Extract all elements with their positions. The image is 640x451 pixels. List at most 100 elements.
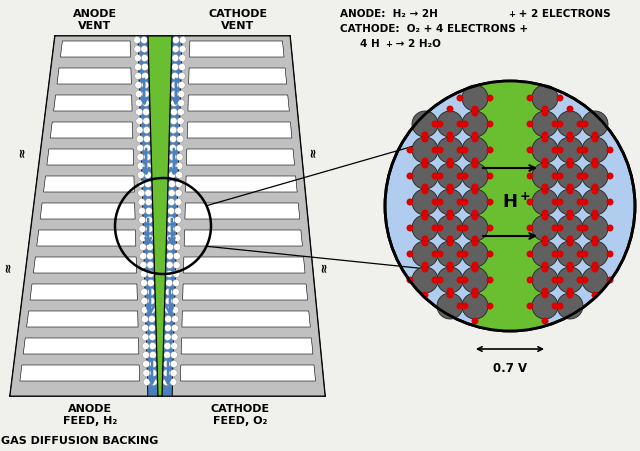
Circle shape bbox=[141, 46, 148, 53]
Circle shape bbox=[577, 225, 584, 232]
Circle shape bbox=[172, 307, 179, 314]
Circle shape bbox=[566, 162, 573, 169]
Circle shape bbox=[447, 292, 454, 299]
Circle shape bbox=[165, 289, 172, 296]
Circle shape bbox=[582, 267, 608, 293]
Polygon shape bbox=[188, 96, 289, 112]
Circle shape bbox=[462, 164, 488, 189]
Circle shape bbox=[172, 46, 179, 53]
Circle shape bbox=[541, 162, 548, 169]
Circle shape bbox=[143, 370, 150, 377]
Text: ≈: ≈ bbox=[16, 147, 29, 157]
Polygon shape bbox=[44, 177, 134, 193]
Circle shape bbox=[173, 280, 180, 287]
Text: GAS DIFFUSION BACKING: GAS DIFFUSION BACKING bbox=[1, 435, 159, 445]
Circle shape bbox=[591, 262, 598, 269]
Circle shape bbox=[486, 251, 493, 258]
Polygon shape bbox=[189, 42, 284, 58]
Circle shape bbox=[472, 292, 479, 299]
Circle shape bbox=[447, 266, 454, 273]
Circle shape bbox=[145, 208, 152, 215]
Circle shape bbox=[436, 225, 444, 232]
Circle shape bbox=[178, 91, 185, 98]
Circle shape bbox=[461, 199, 468, 206]
Circle shape bbox=[541, 184, 548, 191]
Circle shape bbox=[577, 251, 584, 258]
Circle shape bbox=[591, 214, 598, 221]
Circle shape bbox=[591, 188, 598, 195]
Circle shape bbox=[462, 86, 488, 112]
Polygon shape bbox=[185, 203, 300, 220]
Circle shape bbox=[461, 173, 468, 180]
Circle shape bbox=[148, 316, 156, 323]
Text: ANODE
FEED, H₂: ANODE FEED, H₂ bbox=[63, 403, 117, 425]
Circle shape bbox=[164, 343, 171, 350]
Polygon shape bbox=[186, 150, 294, 166]
Circle shape bbox=[136, 136, 143, 143]
Circle shape bbox=[148, 289, 155, 296]
Circle shape bbox=[178, 100, 184, 107]
Circle shape bbox=[486, 121, 493, 128]
Circle shape bbox=[172, 55, 179, 62]
Circle shape bbox=[527, 147, 534, 154]
Circle shape bbox=[447, 162, 454, 169]
Circle shape bbox=[456, 199, 463, 206]
Circle shape bbox=[412, 164, 438, 189]
Circle shape bbox=[141, 55, 148, 62]
Circle shape bbox=[527, 277, 534, 284]
Circle shape bbox=[577, 173, 584, 180]
Circle shape bbox=[431, 173, 438, 180]
Circle shape bbox=[462, 216, 488, 241]
Circle shape bbox=[591, 236, 598, 243]
Circle shape bbox=[165, 298, 172, 305]
Polygon shape bbox=[182, 285, 308, 300]
Circle shape bbox=[137, 154, 144, 161]
Circle shape bbox=[456, 173, 463, 180]
Circle shape bbox=[447, 210, 454, 217]
Circle shape bbox=[164, 316, 172, 323]
Circle shape bbox=[462, 189, 488, 216]
Circle shape bbox=[422, 158, 429, 165]
Circle shape bbox=[607, 277, 614, 284]
Circle shape bbox=[557, 189, 583, 216]
Circle shape bbox=[557, 138, 583, 164]
Circle shape bbox=[607, 147, 614, 154]
Circle shape bbox=[171, 334, 178, 341]
Circle shape bbox=[171, 83, 178, 89]
Circle shape bbox=[472, 132, 479, 139]
Circle shape bbox=[173, 244, 180, 251]
Circle shape bbox=[412, 267, 438, 293]
Circle shape bbox=[165, 307, 172, 314]
Polygon shape bbox=[33, 258, 136, 273]
Circle shape bbox=[557, 164, 583, 189]
Circle shape bbox=[541, 262, 548, 269]
Circle shape bbox=[472, 158, 479, 165]
Circle shape bbox=[447, 288, 454, 295]
Circle shape bbox=[557, 303, 563, 310]
Circle shape bbox=[422, 162, 429, 169]
Circle shape bbox=[140, 271, 147, 278]
Polygon shape bbox=[187, 123, 292, 139]
Circle shape bbox=[552, 277, 559, 284]
Circle shape bbox=[179, 46, 186, 53]
Circle shape bbox=[177, 145, 184, 152]
Circle shape bbox=[447, 214, 454, 221]
Circle shape bbox=[532, 86, 558, 112]
Circle shape bbox=[527, 225, 534, 232]
Circle shape bbox=[437, 164, 463, 189]
Circle shape bbox=[532, 112, 558, 138]
Circle shape bbox=[541, 288, 548, 295]
Circle shape bbox=[139, 217, 146, 224]
Polygon shape bbox=[181, 338, 313, 354]
Circle shape bbox=[461, 225, 468, 232]
Circle shape bbox=[532, 138, 558, 164]
Polygon shape bbox=[180, 365, 316, 381]
Circle shape bbox=[174, 226, 181, 233]
Circle shape bbox=[582, 173, 589, 180]
Circle shape bbox=[150, 370, 157, 377]
Circle shape bbox=[557, 216, 583, 241]
Circle shape bbox=[552, 121, 559, 128]
Circle shape bbox=[141, 307, 148, 314]
Circle shape bbox=[172, 289, 179, 296]
Circle shape bbox=[447, 136, 454, 143]
